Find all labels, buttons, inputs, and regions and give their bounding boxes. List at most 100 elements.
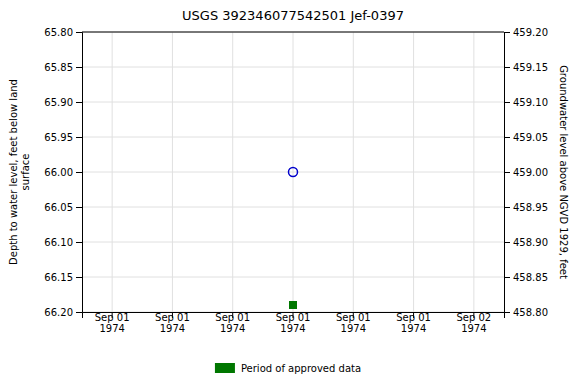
x-axis: Sep 011974Sep 011974Sep 011974Sep 011974…: [83, 312, 505, 334]
x-tick: Sep 011974: [95, 312, 130, 334]
y2-tick-mark: [504, 32, 510, 33]
x-tick-label: Sep 021974: [456, 312, 491, 334]
x-tick-label-line: 1974: [401, 323, 426, 334]
x-tick-label-line: Sep 01: [215, 312, 250, 323]
x-tick-label-line: Sep 02: [456, 312, 491, 323]
x-tick: Sep 011974: [276, 312, 311, 334]
x-tick: Sep 011974: [336, 312, 371, 334]
y2-tick-mark: [504, 137, 510, 138]
y-tick-mark: [76, 67, 82, 68]
y2-tick: 458.85: [504, 272, 548, 283]
legend-item: Period of approved data: [215, 363, 361, 374]
y2-tick: 459.00: [504, 167, 548, 178]
legend-label: Period of approved data: [241, 363, 361, 374]
y2-tick-mark: [504, 102, 510, 103]
x-tick-label: Sep 011974: [155, 312, 190, 334]
grid: [82, 32, 504, 312]
point: [290, 302, 297, 309]
grid-line-x: [112, 32, 113, 312]
y-tick-label: 66.10: [44, 237, 73, 248]
y2-tick-mark: [504, 207, 510, 208]
y-tick-mark: [76, 242, 82, 243]
y-tick: 65.80: [44, 27, 82, 38]
y2-tick: 458.90: [504, 237, 548, 248]
x-tick-label: Sep 011974: [276, 312, 311, 334]
grid-line-x: [353, 32, 354, 312]
x-tick-label-line: 1974: [220, 323, 245, 334]
x-tick-label-line: 1974: [461, 323, 486, 334]
y2-tick-label: 459.00: [513, 167, 548, 178]
y2-tick-mark: [504, 312, 510, 313]
y2-axis: 459.20459.15459.10459.05459.00458.95458.…: [504, 27, 548, 318]
y-tick-label: 66.20: [44, 307, 73, 318]
y-tick: 65.90: [44, 97, 82, 108]
grid-line-x: [232, 32, 233, 312]
y2-tick-mark: [504, 172, 510, 173]
x-tick: Sep 011974: [155, 312, 190, 334]
grid-line-x: [413, 32, 414, 312]
y2-tick-label: 459.10: [513, 97, 548, 108]
y-tick-mark: [76, 172, 82, 173]
y2-axis-title: Groundwater level above NGVD 1929, feet: [558, 65, 569, 279]
x-tick-label: Sep 011974: [215, 312, 250, 334]
y2-tick-label: 458.80: [513, 307, 548, 318]
y-axis-title-line: surface: [20, 154, 31, 191]
y2-tick-label: 459.05: [513, 132, 548, 143]
y-tick-mark: [76, 137, 82, 138]
legend-swatch: [215, 363, 235, 373]
y-tick-label: 65.90: [44, 97, 73, 108]
y2-tick-label: 458.90: [513, 237, 548, 248]
chart: Sep 011974Sep 011974Sep 011974Sep 011974…: [0, 0, 576, 384]
grid-line-x: [293, 32, 294, 312]
y2-tick: 459.10: [504, 97, 548, 108]
x-tick: Sep 011974: [215, 312, 250, 334]
title: USGS 392346077542501 Jef-0397: [182, 8, 404, 23]
y-tick: 66.05: [44, 202, 82, 213]
y-tick-label: 66.05: [44, 202, 73, 213]
y2-tick: 458.80: [504, 307, 548, 318]
y-tick: 66.10: [44, 237, 82, 248]
x-tick-label-line: Sep 01: [336, 312, 371, 323]
y-tick-label: 66.15: [44, 272, 73, 283]
x-tick-label-line: Sep 01: [276, 312, 311, 323]
y-tick-mark: [76, 32, 82, 33]
y-axis: 65.8065.8565.9065.9566.0066.0566.1066.15…: [44, 27, 82, 318]
x-tick-label: Sep 011974: [336, 312, 371, 334]
grid-line-x: [473, 32, 474, 312]
y-tick-mark: [76, 277, 82, 278]
y-tick-mark: [76, 102, 82, 103]
grid-line-y: [82, 32, 504, 33]
y2-tick-mark: [504, 242, 510, 243]
y2-tick-label: 458.95: [513, 202, 548, 213]
x-tick-label-line: Sep 01: [155, 312, 190, 323]
x-tick-label-line: 1974: [160, 323, 185, 334]
y-tick: 65.85: [44, 62, 82, 73]
y2-tick-label: 458.85: [513, 272, 548, 283]
y2-tick: 458.95: [504, 202, 548, 213]
x-tick-label-line: Sep 01: [396, 312, 431, 323]
y2-tick: 459.05: [504, 132, 548, 143]
x-tick-label-line: 1974: [280, 323, 305, 334]
y-tick: 66.15: [44, 272, 82, 283]
y-tick-label: 65.85: [44, 62, 73, 73]
y-tick: 66.20: [44, 307, 82, 318]
x-tick-label: Sep 011974: [95, 312, 130, 334]
frame-top: [82, 32, 504, 33]
y-axis-title-line: Depth to water level, feet below land: [8, 79, 19, 265]
legend: Period of approved data: [215, 363, 361, 374]
y-tick-mark: [76, 207, 82, 208]
y-axis-title: Depth to water level, feet below landsur…: [8, 79, 31, 265]
plot-area: Sep 011974Sep 011974Sep 011974Sep 011974…: [44, 27, 548, 334]
y2-axis-line: [505, 33, 511, 313]
x-tick: Sep 021974: [456, 312, 491, 334]
y2-tick: 459.15: [504, 62, 548, 73]
y2-tick-mark: [504, 277, 510, 278]
y-tick: 65.95: [44, 132, 82, 143]
x-tick-label-line: Sep 01: [95, 312, 130, 323]
x-tick-label-line: 1974: [99, 323, 124, 334]
marks: [289, 168, 298, 309]
point: [289, 168, 298, 177]
x-tick-label: Sep 011974: [396, 312, 431, 334]
x-tick-label-line: 1974: [341, 323, 366, 334]
grid-line-x: [172, 32, 173, 312]
